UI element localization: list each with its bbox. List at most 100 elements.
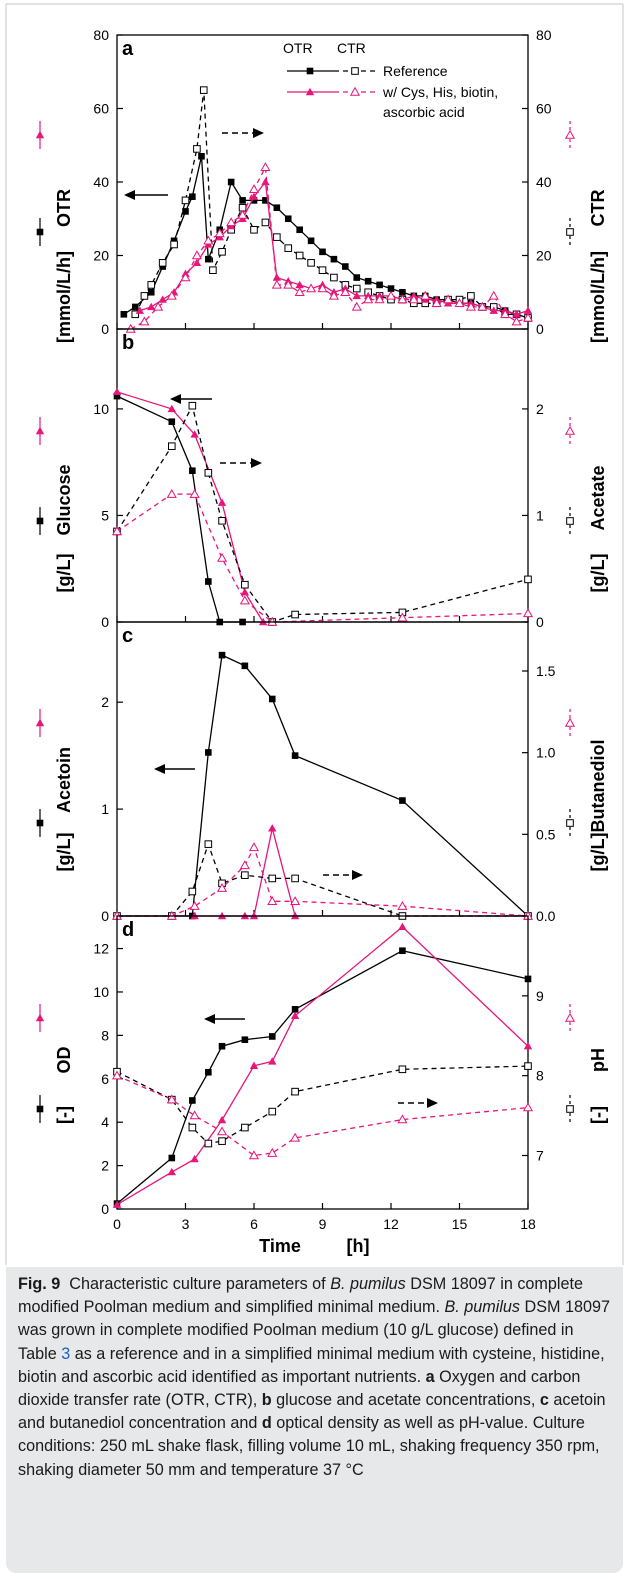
y-right-tick-label-b-1: 1	[536, 507, 544, 523]
x-axis-label: Time	[259, 1236, 301, 1256]
panel-c-series	[111, 651, 534, 920]
data-point-d-0-8	[399, 947, 406, 955]
data-point-c-2-7	[291, 874, 299, 883]
data-point-a-2-14	[295, 280, 304, 289]
data-point-a-0-13	[262, 197, 269, 204]
data-point-a-1-4	[170, 240, 178, 249]
panel-a: a 0 20 40 60 80 0 20 40 60 80 OTR [mmol/L/h] CTR [mmol…	[54, 27, 608, 343]
y-left-trt-symbol-d-marker	[35, 1013, 45, 1022]
data-point-a-3-25	[420, 290, 431, 300]
legend-ref-ctr-marker	[351, 67, 359, 75]
data-point-a-1-12	[250, 225, 258, 234]
data-point-a-1-17	[307, 259, 315, 267]
data-point-a-3-22	[385, 290, 397, 300]
caption-strain-2: DSM 18097 was grown in complete modified…	[18, 1298, 611, 1363]
data-point-d-1-6	[290, 1011, 300, 1020]
y-right-ref-symbol-d	[566, 1095, 574, 1123]
data-point-d-0-4	[218, 1042, 226, 1050]
data-point-a-0-16	[296, 226, 303, 234]
caption-d-letter: d	[261, 1414, 272, 1433]
figure-caption: Fig. 9 Characteristic culture parameters…	[6, 1267, 623, 1573]
data-point-b-1-2	[190, 430, 199, 438]
data-point-c-2-3	[204, 840, 213, 848]
y-right-ref-symbol-a	[566, 218, 574, 246]
data-point-a-0-0	[120, 311, 128, 318]
y-right-tick-label-b-2: 2	[536, 401, 544, 417]
y-left-tick-label-c-2: 2	[101, 694, 109, 710]
y-left-ref-symbol-a-marker	[36, 228, 44, 236]
y-left-tick-label-d-1: 2	[101, 1158, 109, 1174]
y-left-ref-symbol-d	[36, 1095, 44, 1123]
axis-arrow-c-0	[154, 764, 195, 774]
legend-trt-ctr-marker	[349, 86, 361, 96]
data-point-b-1-3	[217, 498, 227, 506]
data-point-a-1-13	[261, 218, 270, 227]
data-point-b-3-2	[189, 488, 200, 498]
data-point-c-3-8	[397, 900, 408, 910]
y-left-trt-symbol-b-marker	[35, 426, 45, 435]
y-right-unit-b: [g/L]	[588, 554, 608, 593]
series-line-d-2	[116, 1065, 529, 1145]
table-reference-link[interactable]: 3	[61, 1344, 71, 1363]
y-left-ref-symbol-c-marker	[36, 819, 44, 827]
data-point-b-2-1	[168, 442, 176, 450]
x-tick-label-3: 9	[319, 1216, 327, 1232]
y-left-unit-a: [mmol/L/h]	[54, 251, 74, 343]
legend-entry-treatment-1: w/ Cys, His, biotin,	[382, 84, 498, 100]
data-point-c-2-5	[241, 871, 249, 879]
data-point-d-0-1	[168, 1154, 176, 1162]
data-point-a-3-32	[500, 309, 511, 318]
y-right-tick-label-c-1: 0.5	[536, 826, 556, 842]
y-left-label-d: OD	[54, 1046, 74, 1073]
data-point-d-3-8	[522, 1102, 534, 1112]
data-point-b-2-5	[241, 580, 249, 589]
data-point-a-3-31	[488, 290, 499, 300]
axis-arrow-b-0	[170, 394, 212, 404]
data-point-d-3-6	[290, 1132, 301, 1142]
data-point-a-0-22	[364, 277, 372, 285]
data-point-b-1-4	[240, 587, 250, 596]
data-point-d-1-3	[217, 1115, 227, 1124]
data-point-a-3-17	[328, 290, 339, 300]
y-right-tick-label-d-2: 9	[536, 988, 544, 1004]
data-point-b-0-2	[189, 467, 196, 475]
y-left-label-a: OTR	[54, 189, 74, 227]
data-point-b-3-6	[397, 612, 408, 622]
data-point-a-3-29	[465, 301, 476, 311]
axis-arrow-b-1	[220, 458, 262, 468]
data-point-d-1-1	[167, 1167, 176, 1176]
legend-col-ctr: CTR	[337, 40, 366, 56]
data-point-c-3-7	[290, 896, 301, 905]
data-point-d-2-2	[188, 1123, 197, 1132]
axis-arrow-d-1-head	[427, 1098, 438, 1108]
y-left-trt-symbol-d	[35, 1004, 45, 1032]
data-point-c-0-5	[241, 662, 249, 670]
x-tick-label-4: 12	[383, 1216, 399, 1232]
data-point-c-3-4	[239, 860, 250, 870]
y-right-trt-symbol-b-marker	[564, 425, 576, 435]
data-point-a-0-19	[330, 255, 338, 263]
y-left-tick-label-a-3: 60	[93, 101, 109, 117]
data-point-a-0-2	[147, 288, 155, 296]
data-point-a-0-14	[273, 204, 281, 212]
data-point-c-0-7	[291, 752, 299, 759]
y-right-ref-symbol-c	[566, 809, 574, 837]
y-left-ref-symbol-a	[36, 218, 44, 246]
data-point-d-1-8	[523, 1042, 533, 1050]
data-point-b-0-3	[205, 578, 212, 585]
panel-b: b 0 5 10 0 1 2 Glucose [g/L] Acetate [g/L]	[54, 328, 608, 630]
data-point-d-0-9	[524, 975, 532, 983]
caption-b-letter: b	[261, 1391, 272, 1410]
data-point-d-3-4	[248, 1150, 260, 1160]
x-axis-unit: [h]	[347, 1236, 370, 1256]
data-point-a-3-16	[317, 283, 328, 293]
figure-chart: a020406080020406080OTR[mmol/L/h]CTR[mmol…	[5, 3, 624, 1265]
y-right-label-d: pH	[588, 1048, 608, 1072]
axis-arrow-d-0	[204, 1014, 245, 1024]
data-point-c-2-6	[268, 874, 277, 883]
axis-arrow-a-1-head	[253, 128, 264, 138]
series-line-b-2	[116, 403, 529, 623]
y-left-tick-label-c-1: 1	[101, 801, 109, 817]
data-point-a-2-5	[192, 258, 202, 267]
data-point-a-0-6	[189, 193, 196, 200]
